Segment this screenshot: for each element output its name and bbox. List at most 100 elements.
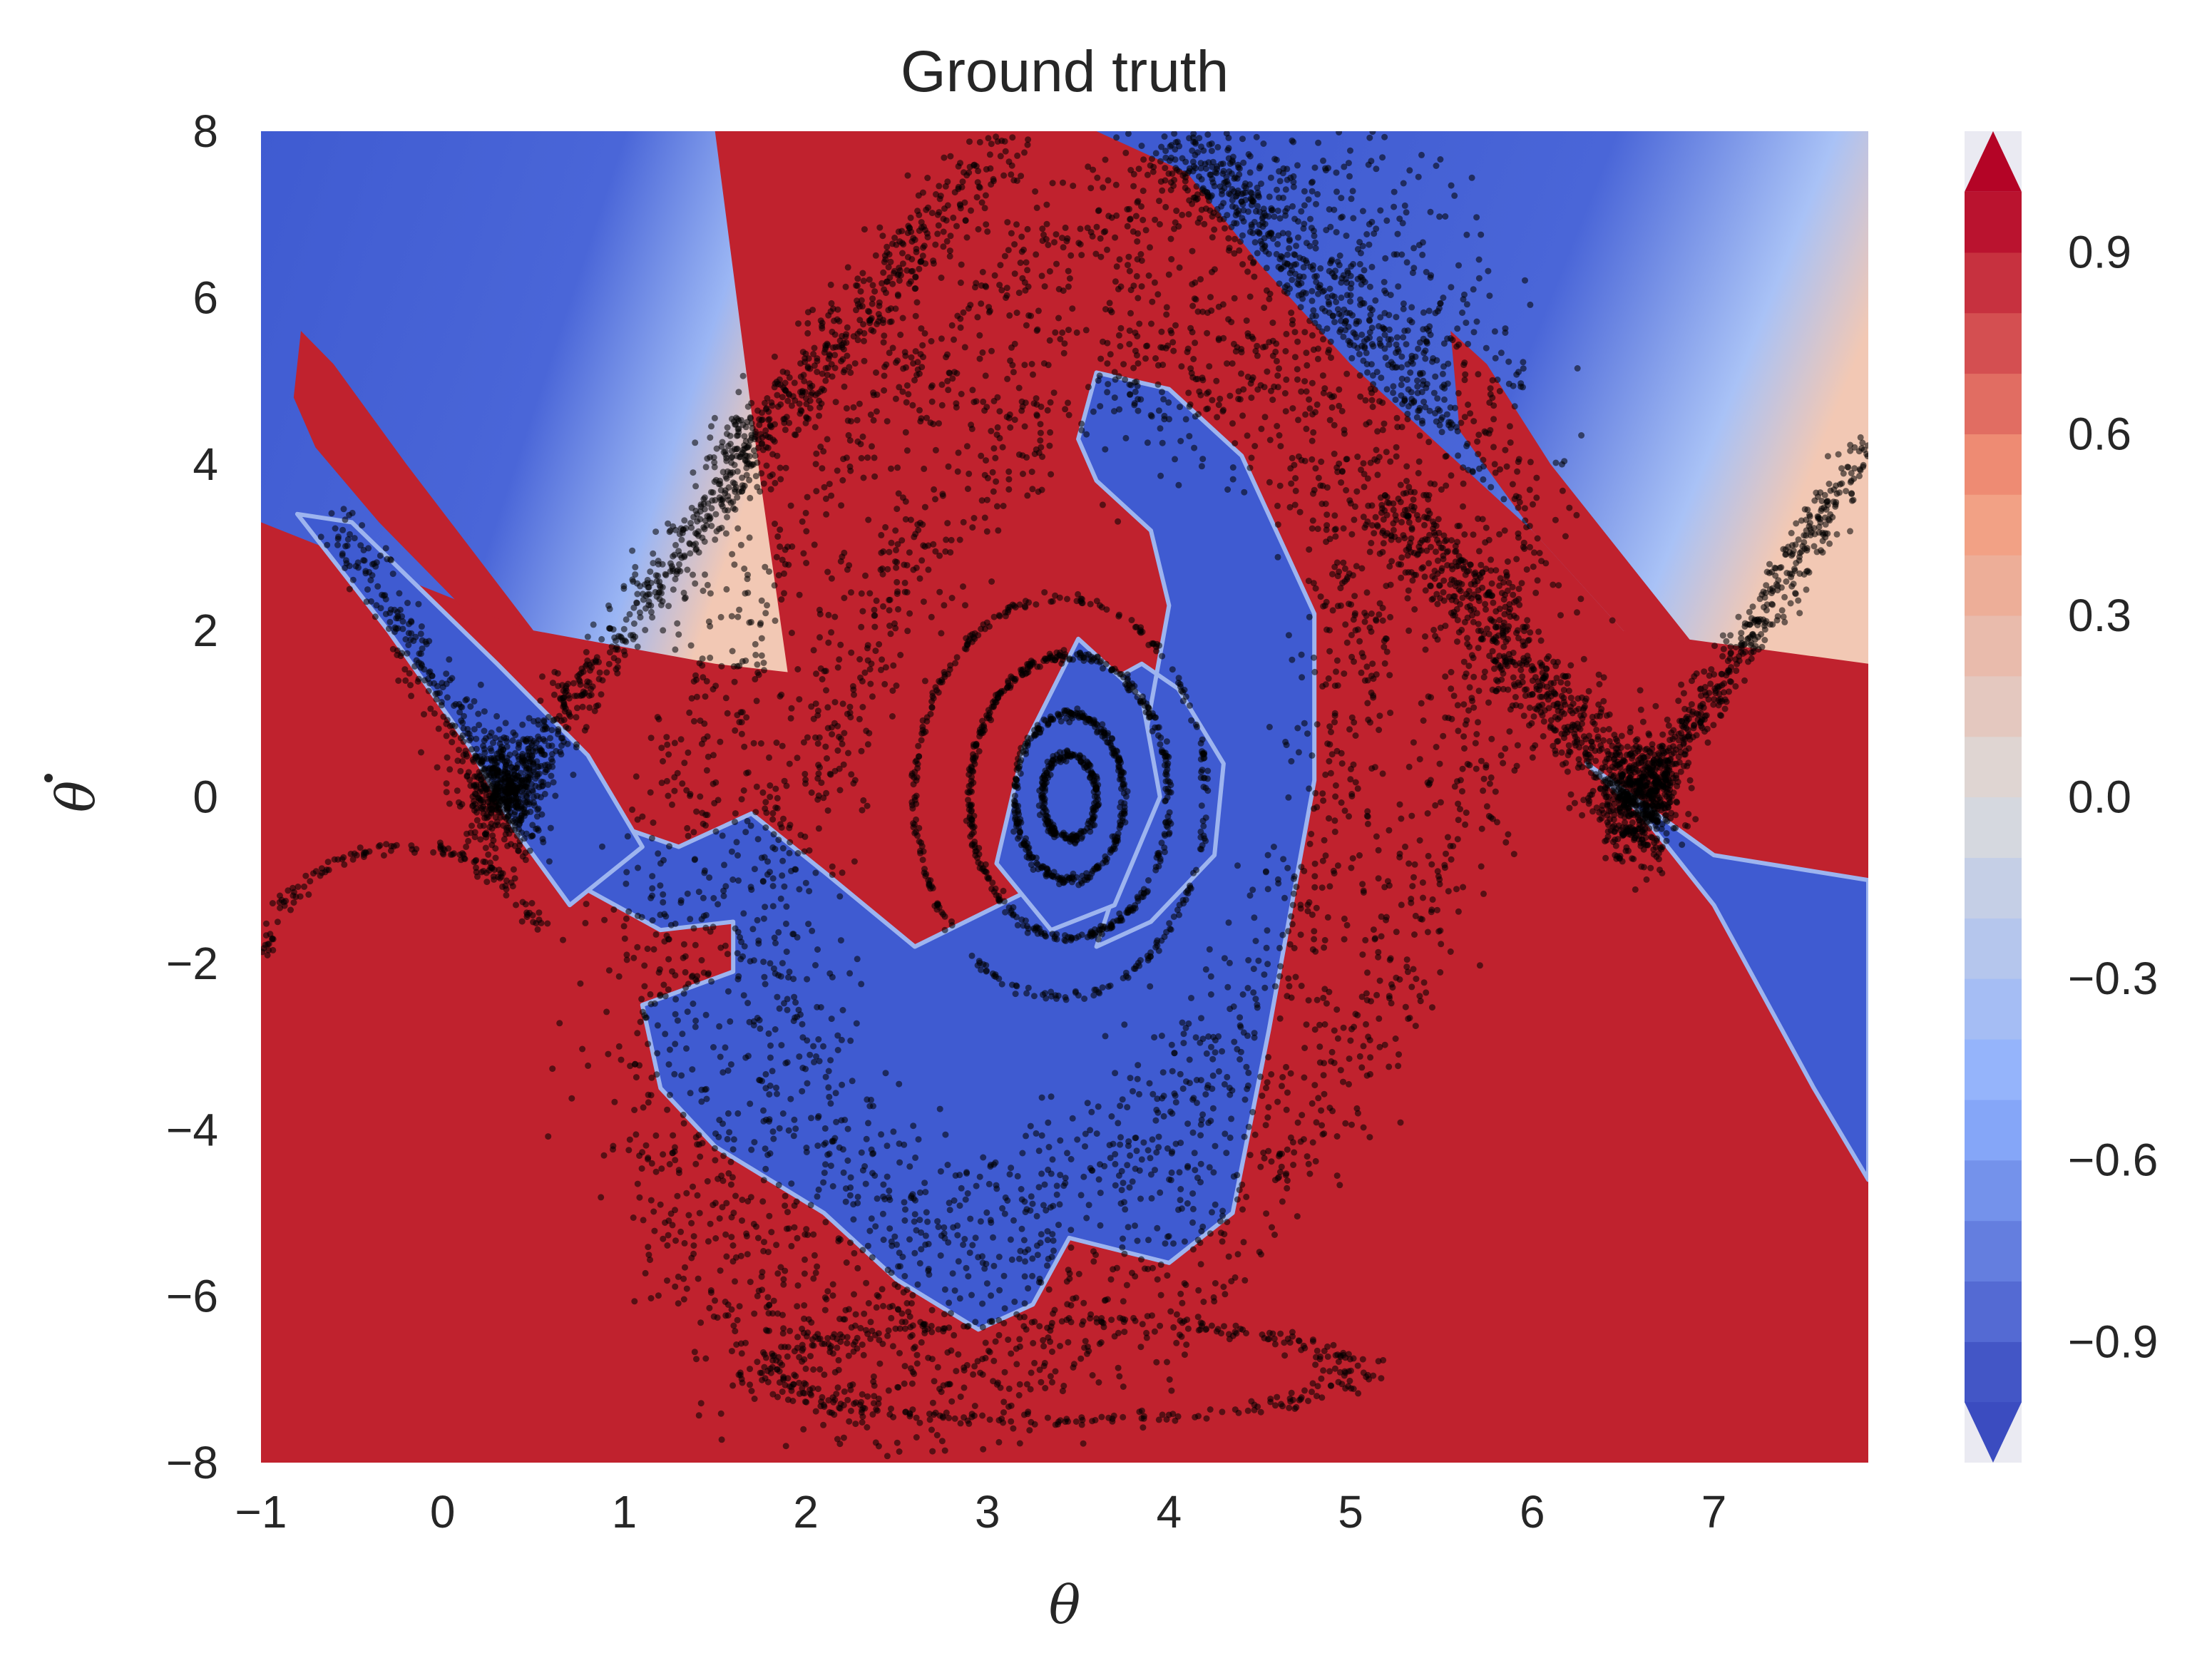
scatter-point-mid-ring	[758, 854, 765, 861]
scatter-point-outer-ring	[1125, 1224, 1132, 1231]
scatter-point-mid-ring	[1021, 1300, 1028, 1307]
scatter-point-mid-ring	[981, 514, 988, 521]
scatter-point-outer-ring	[1184, 1200, 1191, 1207]
scatter-point-outer-ring	[847, 467, 854, 474]
scatter-point-outer-ring	[1479, 516, 1486, 523]
scatter-point-inner-orbit-1	[1071, 751, 1078, 758]
scatter-point-outer-ring	[928, 338, 935, 344]
scatter-point-inner-orbit-3	[1157, 858, 1164, 864]
scatter-point-mid-ring	[1120, 361, 1127, 368]
scatter-point-outer-ring	[1393, 414, 1401, 421]
scatter-point-mid-ring	[787, 1095, 794, 1102]
scatter-point-mid-ring	[814, 740, 821, 747]
scatter-point-outer-ring	[1043, 201, 1050, 208]
scatter-point-mid-ring	[904, 628, 911, 635]
scatter-point-inner-orbit-4	[963, 635, 970, 642]
scatter-point-outer-ring	[662, 993, 669, 1000]
scatter-point-outer-ring	[1391, 188, 1398, 195]
scatter-point-mid-ring	[973, 1182, 980, 1189]
red-region-right-streak	[1450, 331, 1696, 648]
scatter-point-mid-ring	[1343, 639, 1351, 646]
scatter-point-mid-ring	[771, 934, 778, 941]
scatter-point-mid-ring	[866, 1227, 874, 1234]
scatter-point-outer-ring	[1336, 252, 1343, 259]
scatter-point-outer-ring	[1138, 203, 1145, 210]
scatter-point-mid-ring	[1250, 989, 1257, 996]
scatter-point-outer-ring	[1244, 268, 1251, 275]
scatter-point-mid-ring	[744, 769, 752, 776]
scatter-point-mid-ring	[834, 664, 841, 671]
scatter-point-outer-ring	[1379, 154, 1386, 161]
scatter-point-outer-ring	[1396, 215, 1403, 222]
scatter-point-outer-ring	[1461, 673, 1468, 680]
scatter-point-mid-ring	[1376, 712, 1383, 720]
scatter-point-mid-ring	[1169, 1148, 1176, 1155]
scatter-point-outer-ring	[988, 347, 995, 354]
scatter-point-outer-ring	[665, 1217, 672, 1224]
scatter-point-outer-ring	[1480, 890, 1487, 897]
scatter-point-outer-ring	[1094, 174, 1101, 181]
scatter-point-mid-ring	[1053, 1182, 1060, 1189]
scatter-point-inner-orbit-3	[1078, 931, 1085, 938]
scatter-point-inner-orbit-2	[1117, 757, 1124, 764]
scatter-point-outer-ring	[1347, 147, 1353, 154]
scatter-point-mid-ring	[960, 1242, 967, 1248]
scatter-point-mid-ring	[1348, 791, 1356, 797]
scatter-point-outer-ring	[1001, 252, 1008, 260]
scatter-point-mid-ring	[1212, 1037, 1219, 1044]
scatter-point-outer-ring	[1239, 1181, 1246, 1188]
scatter-point-outer-ring	[1514, 468, 1521, 475]
scatter-point-mid-ring	[858, 623, 865, 630]
scatter-point-outer-ring	[1022, 1258, 1028, 1265]
scatter-point-outer-ring	[1045, 1286, 1053, 1293]
scatter-point-outer-ring	[623, 915, 630, 922]
scatter-point-outer-ring	[1440, 295, 1447, 301]
scatter-point-inner-orbit-2	[1028, 861, 1035, 869]
scatter-point-inner-orbit-2	[1078, 710, 1085, 717]
scatter-point-outer-ring	[1080, 1440, 1087, 1447]
scatter-point-outer-ring	[1276, 1169, 1284, 1175]
scatter-point-outer-ring	[834, 467, 841, 474]
scatter-point-outer-ring	[1314, 996, 1321, 1003]
scatter-point-mid-ring	[1199, 456, 1207, 463]
scatter-point-outer-ring	[1366, 1037, 1373, 1044]
scatter-point-outer-ring	[1149, 1312, 1155, 1319]
scatter-point-outer-ring	[784, 1209, 791, 1216]
scatter-point-outer-ring	[1403, 956, 1410, 963]
scatter-point-mid-ring	[1422, 633, 1428, 640]
scatter-point-outer-ring	[801, 1302, 808, 1309]
scatter-point-mid-ring	[896, 1263, 903, 1270]
scatter-point-mid-ring	[1078, 420, 1085, 427]
scatter-point-outer-ring	[702, 1011, 710, 1018]
scatter-point-mid-ring	[1227, 392, 1234, 399]
scatter-point-outer-ring	[1358, 1064, 1366, 1071]
scatter-point-mid-ring	[1229, 464, 1236, 471]
scatter-point-mid-ring	[895, 605, 901, 613]
scatter-point-outer-ring	[752, 675, 759, 682]
scatter-point-mid-ring	[831, 613, 839, 620]
scatter-point-mid-ring	[770, 1135, 777, 1142]
scatter-point-outer-ring	[1483, 762, 1490, 769]
scatter-point-outer-ring	[864, 1424, 871, 1431]
scatter-point-outer-ring	[1040, 1336, 1047, 1344]
scatter-point-outer-ring	[752, 651, 759, 658]
scatter-point-outer-ring	[794, 1282, 802, 1289]
scatter-point-outer-ring	[682, 968, 689, 976]
scatter-point-mid-ring	[816, 634, 823, 641]
scatter-point-mid-ring	[1213, 377, 1220, 384]
scatter-point-outer-ring	[1011, 241, 1018, 248]
scatter-point-outer-ring	[729, 648, 736, 655]
scatter-point-inner-orbit-4	[919, 856, 926, 864]
scatter-point-mid-ring	[867, 680, 874, 687]
scatter-point-outer-ring	[1348, 195, 1355, 203]
scatter-point-outer-ring	[766, 568, 772, 575]
scatter-point-outer-ring	[1013, 309, 1020, 317]
scatter-point-inner-orbit-3	[1118, 671, 1125, 678]
scatter-point-outer-ring	[777, 476, 784, 483]
scatter-point-outer-ring	[1260, 140, 1267, 147]
scatter-point-outer-ring	[759, 1198, 767, 1205]
scatter-point-outer-ring	[1130, 183, 1137, 190]
scatter-point-mid-ring	[1214, 414, 1221, 421]
scatter-point-mid-ring	[1224, 486, 1232, 493]
scatter-point-outer-ring	[876, 1360, 884, 1367]
